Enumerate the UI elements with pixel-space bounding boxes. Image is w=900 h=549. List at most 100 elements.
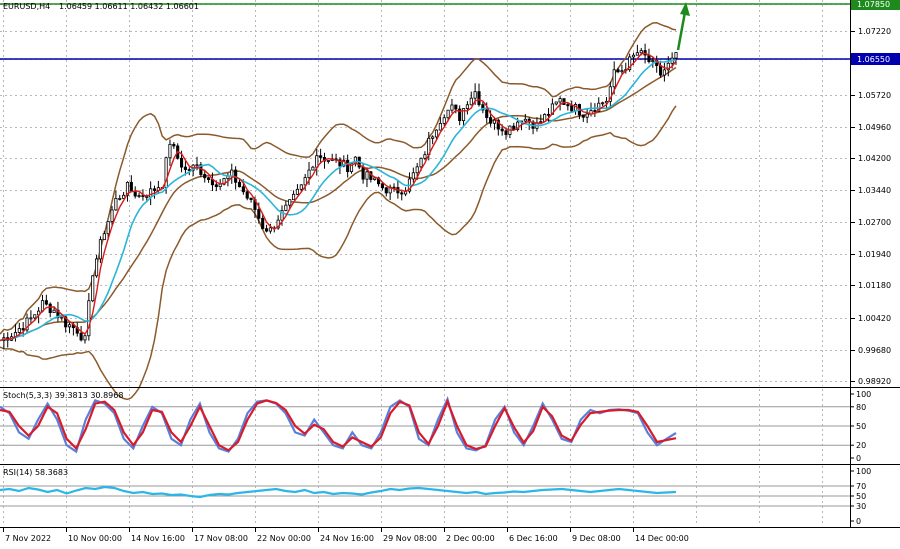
candle-body xyxy=(311,166,315,171)
rsi-lines-series xyxy=(0,485,677,499)
candle-body xyxy=(168,143,172,159)
time-tick-label: 17 Nov 08:00 xyxy=(194,534,248,543)
price-level-tag xyxy=(851,0,900,10)
candle-body xyxy=(280,210,284,221)
candle-body xyxy=(558,98,562,103)
candle-body xyxy=(195,164,199,167)
candle-body xyxy=(79,332,83,341)
candle-body xyxy=(230,169,234,177)
candle-body xyxy=(114,198,118,211)
candle-body xyxy=(152,188,157,191)
candle-body xyxy=(477,91,481,106)
chart-header: EURUSD,H4 1.06459 1.06611 1.06432 1.0660… xyxy=(3,2,199,11)
candle-body xyxy=(303,177,307,186)
price-tick-label: 1.04960 xyxy=(858,123,891,132)
candle-body xyxy=(284,204,288,211)
rsi-axis-tick-label: 30 xyxy=(856,502,866,511)
candle-body xyxy=(87,300,91,337)
candle-body xyxy=(346,159,350,173)
candle-body xyxy=(500,128,504,132)
price-level-label: 1.06550 xyxy=(857,55,890,64)
candle-body xyxy=(292,193,296,201)
candle-body xyxy=(539,121,543,124)
price-tick-label: 1.04200 xyxy=(858,154,891,163)
candle-body xyxy=(612,69,616,88)
price-level-label: 1.07850 xyxy=(857,0,890,9)
bollinger-upper xyxy=(0,21,677,335)
candle-body xyxy=(411,172,415,180)
candle-body xyxy=(485,109,489,119)
candle-body xyxy=(319,155,323,158)
candle-body xyxy=(581,114,585,118)
candle-body xyxy=(489,117,493,124)
candle-body xyxy=(384,187,388,194)
candle-body xyxy=(91,275,95,302)
bollinger-bands xyxy=(0,21,677,401)
candle-body xyxy=(52,309,56,314)
candle-body xyxy=(141,195,145,197)
candle-body xyxy=(299,184,303,190)
rsi-axis-tick-label: 50 xyxy=(856,492,866,501)
symbol-label: EURUSD,H4 xyxy=(3,2,50,11)
candle-body xyxy=(110,209,114,222)
price-levels xyxy=(0,3,850,60)
arrow-shaft xyxy=(676,11,687,51)
candle-body xyxy=(446,109,450,119)
candle-body xyxy=(241,186,245,193)
candle-body xyxy=(597,102,601,112)
candle-body xyxy=(380,183,384,189)
candle-body xyxy=(276,219,280,229)
candle-body xyxy=(373,177,377,180)
candle-body xyxy=(95,258,99,277)
candle-body xyxy=(365,171,369,180)
stoch-axis-tick-label: 80 xyxy=(856,403,866,412)
stochastic-panel: 100 80 50 20 0 xyxy=(0,389,871,463)
candle-body xyxy=(172,143,176,147)
candle-body xyxy=(218,183,222,188)
candle-body xyxy=(122,194,126,199)
ma-slow-line xyxy=(0,59,677,342)
arrow-head xyxy=(680,2,690,16)
ohlc-label: 1.06459 1.06611 1.06432 1.06601 xyxy=(59,2,199,11)
price-tick-label: 1.07220 xyxy=(858,27,891,36)
stoch-lines-series xyxy=(0,398,677,452)
candle-body xyxy=(179,157,184,168)
candle-body xyxy=(264,228,269,232)
price-tick-label: 1.02700 xyxy=(858,218,891,227)
candle-body xyxy=(469,97,473,106)
ma-fast-line xyxy=(0,52,677,342)
candle-body xyxy=(307,169,311,178)
candle-body xyxy=(608,86,612,102)
candle-body xyxy=(44,300,48,305)
candle-body xyxy=(492,119,497,124)
bollinger-lower xyxy=(0,105,677,401)
candle-body xyxy=(245,191,249,199)
price-tick-label: 1.01180 xyxy=(858,281,891,290)
rsi-axis-tick-label: 70 xyxy=(856,482,866,491)
candle-body xyxy=(658,65,663,76)
candle-body xyxy=(149,188,153,198)
stoch-lines-series xyxy=(0,395,677,454)
candle-body xyxy=(187,169,191,171)
stoch-axis-tick-label: 20 xyxy=(856,441,866,450)
candle-body xyxy=(516,121,520,130)
candle-body xyxy=(504,130,508,135)
candle-body xyxy=(601,102,605,105)
candle-body xyxy=(415,166,419,174)
candle-body xyxy=(25,317,29,331)
candle-body xyxy=(98,239,102,260)
candle-body xyxy=(342,159,346,167)
candle-body xyxy=(83,335,87,341)
candle-body xyxy=(523,118,527,122)
candle-body xyxy=(616,69,620,73)
rsi-axis-tick-label: 100 xyxy=(856,467,871,476)
time-tick-label: 9 Dec 08:00 xyxy=(572,534,621,543)
candle-body xyxy=(67,324,72,328)
candle-body xyxy=(295,188,299,195)
stoch-axis-tick-label: 50 xyxy=(856,422,866,431)
candle-body xyxy=(570,105,574,112)
candle-body xyxy=(207,177,211,180)
candle-body xyxy=(438,123,442,131)
